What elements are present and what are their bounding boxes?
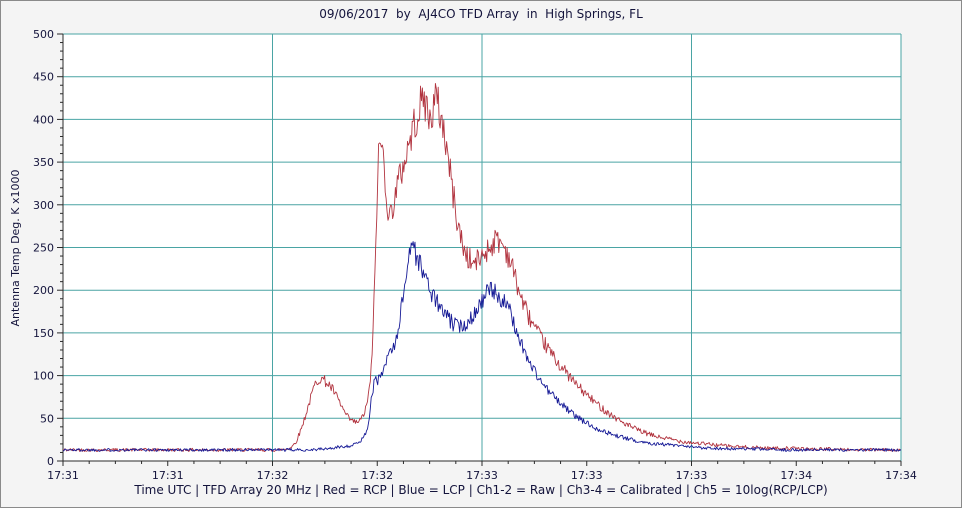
x-tick-label: 17:31 [47,469,79,482]
x-tick-label: 17:33 [676,469,708,482]
y-tick-label: 450 [33,71,54,84]
series-group [63,82,901,452]
y-tick-label: 350 [33,156,54,169]
y-tick-label: 100 [33,370,54,383]
y-tick-label: 150 [33,327,54,340]
x-tick-label: 17:31 [152,469,184,482]
y-tick-label: 0 [47,455,54,468]
x-tick-label: 17:33 [571,469,603,482]
y-tick-label: 300 [33,199,54,212]
x-tick-label: 17:34 [780,469,812,482]
chart-title: 09/06/2017 by AJ4CO TFD Array in High Sp… [319,7,643,21]
x-tick-label: 17:32 [257,469,289,482]
y-tick-label: 50 [40,412,54,425]
y-tick-label: 200 [33,284,54,297]
series-lcp-line [63,241,901,452]
x-tick-label: 17:33 [466,469,498,482]
y-ticks: 0 50 100 150 200 250 300 350 400 450 500 [33,28,63,468]
y-tick-label: 400 [33,113,54,126]
gridlines [63,33,902,461]
y-tick-label: 250 [33,242,54,255]
x-tick-label: 17:34 [885,469,917,482]
y-tick-label: 500 [33,28,54,41]
x-tick-label: 17:32 [361,469,393,482]
x-axis-caption: Time UTC | TFD Array 20 MHz | Red = RCP … [134,483,828,497]
x-ticks: 17:31 17:31 17:32 17:32 17:33 17:33 17:33 17:34… [47,461,917,482]
y-axis-title: Antenna Temp Deg. K x1000 [9,170,22,327]
